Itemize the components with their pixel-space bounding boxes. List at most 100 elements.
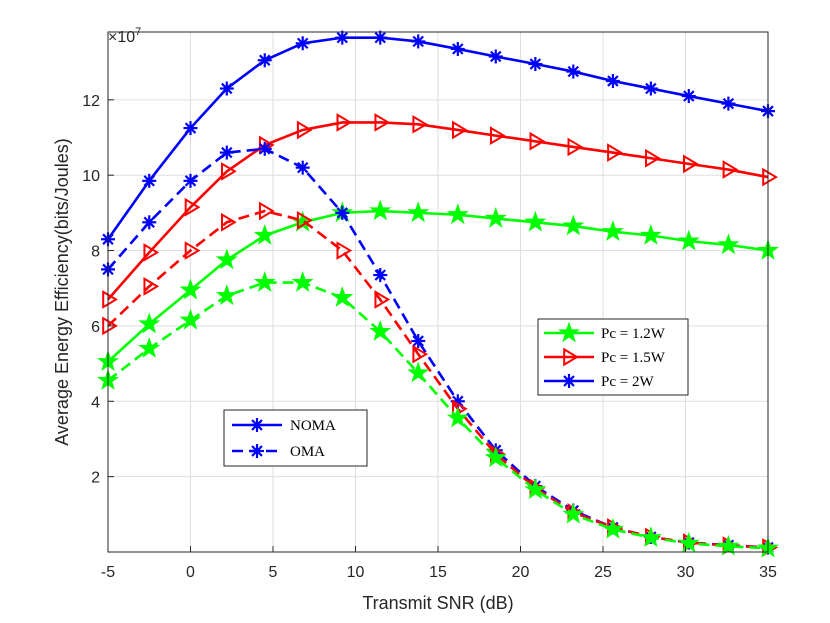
star-shape: [253, 223, 276, 245]
series-noma-pc-2w: [101, 30, 775, 247]
data-point: [607, 143, 623, 162]
data-point: [138, 312, 161, 334]
data-point: [184, 241, 201, 260]
data-point: [452, 120, 468, 140]
star-shape: [215, 284, 238, 306]
x-tick-label: 25: [594, 564, 612, 581]
legend-marker: [250, 418, 264, 432]
data-point: [601, 220, 624, 242]
asterisk-stroke: [374, 269, 386, 281]
data-point: [562, 502, 585, 524]
data-point: [219, 145, 234, 160]
data-point: [215, 248, 238, 270]
asterisk-stroke: [645, 82, 657, 95]
data-point: [184, 197, 201, 217]
triangle-shape: [374, 113, 391, 132]
y-tick-label: 4: [91, 394, 100, 411]
star-shape: [639, 526, 662, 548]
y-tick-label: 6: [91, 319, 100, 336]
legend-label: NOMA: [290, 418, 336, 434]
x-tick-label: 0: [186, 564, 195, 581]
series-noma-pc-1-5w: [102, 113, 778, 309]
star-shape: [407, 201, 430, 223]
data-point: [677, 531, 700, 553]
series-line: [106, 36, 769, 240]
data-point: [374, 113, 391, 132]
data-point: [369, 199, 392, 221]
star-shape: [446, 406, 469, 428]
data-point: [369, 320, 392, 341]
data-point: [257, 141, 272, 156]
data-point: [762, 167, 778, 187]
data-point: [407, 201, 430, 223]
star-shape: [291, 271, 314, 292]
data-point: [484, 446, 507, 468]
asterisk-stroke: [374, 31, 386, 44]
asterisk-stroke: [143, 175, 155, 187]
triangle-shape: [296, 211, 313, 230]
star-shape: [179, 308, 202, 330]
star-shape: [446, 203, 469, 225]
data-point: [489, 126, 506, 145]
data-point: [336, 113, 353, 132]
data-point: [138, 336, 161, 358]
data-point: [179, 278, 202, 300]
x-tick-label: 5: [269, 564, 278, 581]
data-point: [450, 41, 465, 56]
triangle-shape: [607, 143, 623, 162]
triangle-shape: [143, 276, 160, 296]
axis-ticks: -5 0 5 10 15 20 25 30 35 2 4 6 8 10 12: [82, 93, 777, 581]
data-point: [567, 137, 584, 157]
series-oma-pc-1-2w: [97, 271, 779, 558]
data-point: [407, 361, 430, 383]
star-shape: [484, 446, 507, 468]
y-axis-label: Average Energy Efficiency(bits/Joules): [52, 138, 72, 446]
data-point: [446, 203, 469, 225]
star-shape: [717, 534, 740, 556]
star-shape: [369, 320, 392, 341]
legend-marker: [558, 321, 580, 343]
asterisk-stroke: [143, 216, 155, 229]
data-point: [717, 233, 740, 255]
asterisk-stroke: [452, 43, 464, 55]
triangle-shape: [489, 126, 506, 145]
data-point: [643, 81, 658, 96]
asterisk-stroke: [683, 90, 695, 102]
asterisk-stroke: [336, 207, 349, 219]
data-point: [336, 241, 353, 260]
triangle-shape: [102, 290, 118, 309]
asterisk-stroke: [296, 37, 309, 50]
triangle-shape: [221, 212, 237, 232]
exponent-label: ×107: [108, 26, 141, 46]
asterisk-stroke: [259, 143, 271, 155]
asterisk-stroke: [529, 58, 542, 70]
data-point: [683, 154, 699, 174]
star-shape: [331, 286, 354, 307]
data-point: [335, 205, 350, 220]
asterisk-stroke: [259, 54, 271, 66]
triangle-shape: [683, 154, 699, 174]
y-tick-label: 2: [91, 470, 100, 487]
data-point: [484, 206, 507, 228]
data-point: [291, 271, 314, 292]
data-point: [335, 30, 350, 45]
data-point: [373, 268, 388, 283]
data-point: [411, 333, 426, 348]
star-shape: [717, 233, 740, 255]
star-shape: [138, 312, 161, 334]
asterisk-stroke: [490, 50, 502, 63]
data-point: [295, 160, 310, 175]
x-tick-label: -5: [101, 564, 115, 581]
star-shape: [677, 229, 700, 251]
asterisk-stroke: [412, 35, 424, 48]
asterisk-stroke: [251, 445, 263, 457]
data-point: [529, 131, 546, 151]
x-tick-label: 30: [677, 564, 695, 581]
star-shape: [601, 220, 624, 242]
data-point: [412, 114, 429, 134]
data-point: [411, 34, 426, 49]
asterisk-stroke: [412, 335, 424, 347]
data-point: [722, 160, 739, 179]
data-point: [373, 30, 388, 45]
